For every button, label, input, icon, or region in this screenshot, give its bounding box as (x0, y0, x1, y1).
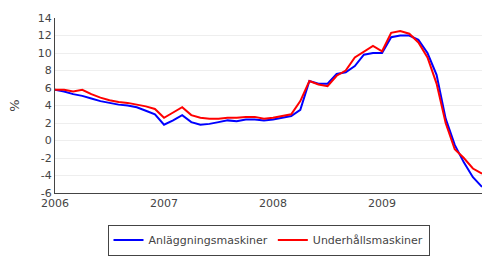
svg-text:14: 14 (38, 12, 52, 25)
svg-text:12: 12 (38, 29, 52, 42)
svg-text:Underhållsmaskiner: Underhållsmaskiner (313, 234, 423, 247)
svg-text:%: % (7, 99, 22, 111)
svg-text:Anläggningsmaskiner: Anläggningsmaskiner (149, 234, 268, 247)
svg-text:0: 0 (45, 134, 52, 147)
svg-text:-2: -2 (41, 152, 52, 165)
svg-text:2006: 2006 (41, 197, 69, 210)
svg-text:2009: 2009 (368, 197, 396, 210)
svg-text:10: 10 (38, 47, 52, 60)
svg-text:2008: 2008 (259, 197, 287, 210)
svg-text:2: 2 (45, 117, 52, 130)
svg-text:6: 6 (45, 82, 52, 95)
svg-text:-6: -6 (41, 187, 52, 200)
svg-text:4: 4 (45, 99, 52, 112)
svg-text:8: 8 (45, 64, 52, 77)
svg-text:2007: 2007 (150, 197, 178, 210)
svg-text:-4: -4 (41, 169, 52, 182)
